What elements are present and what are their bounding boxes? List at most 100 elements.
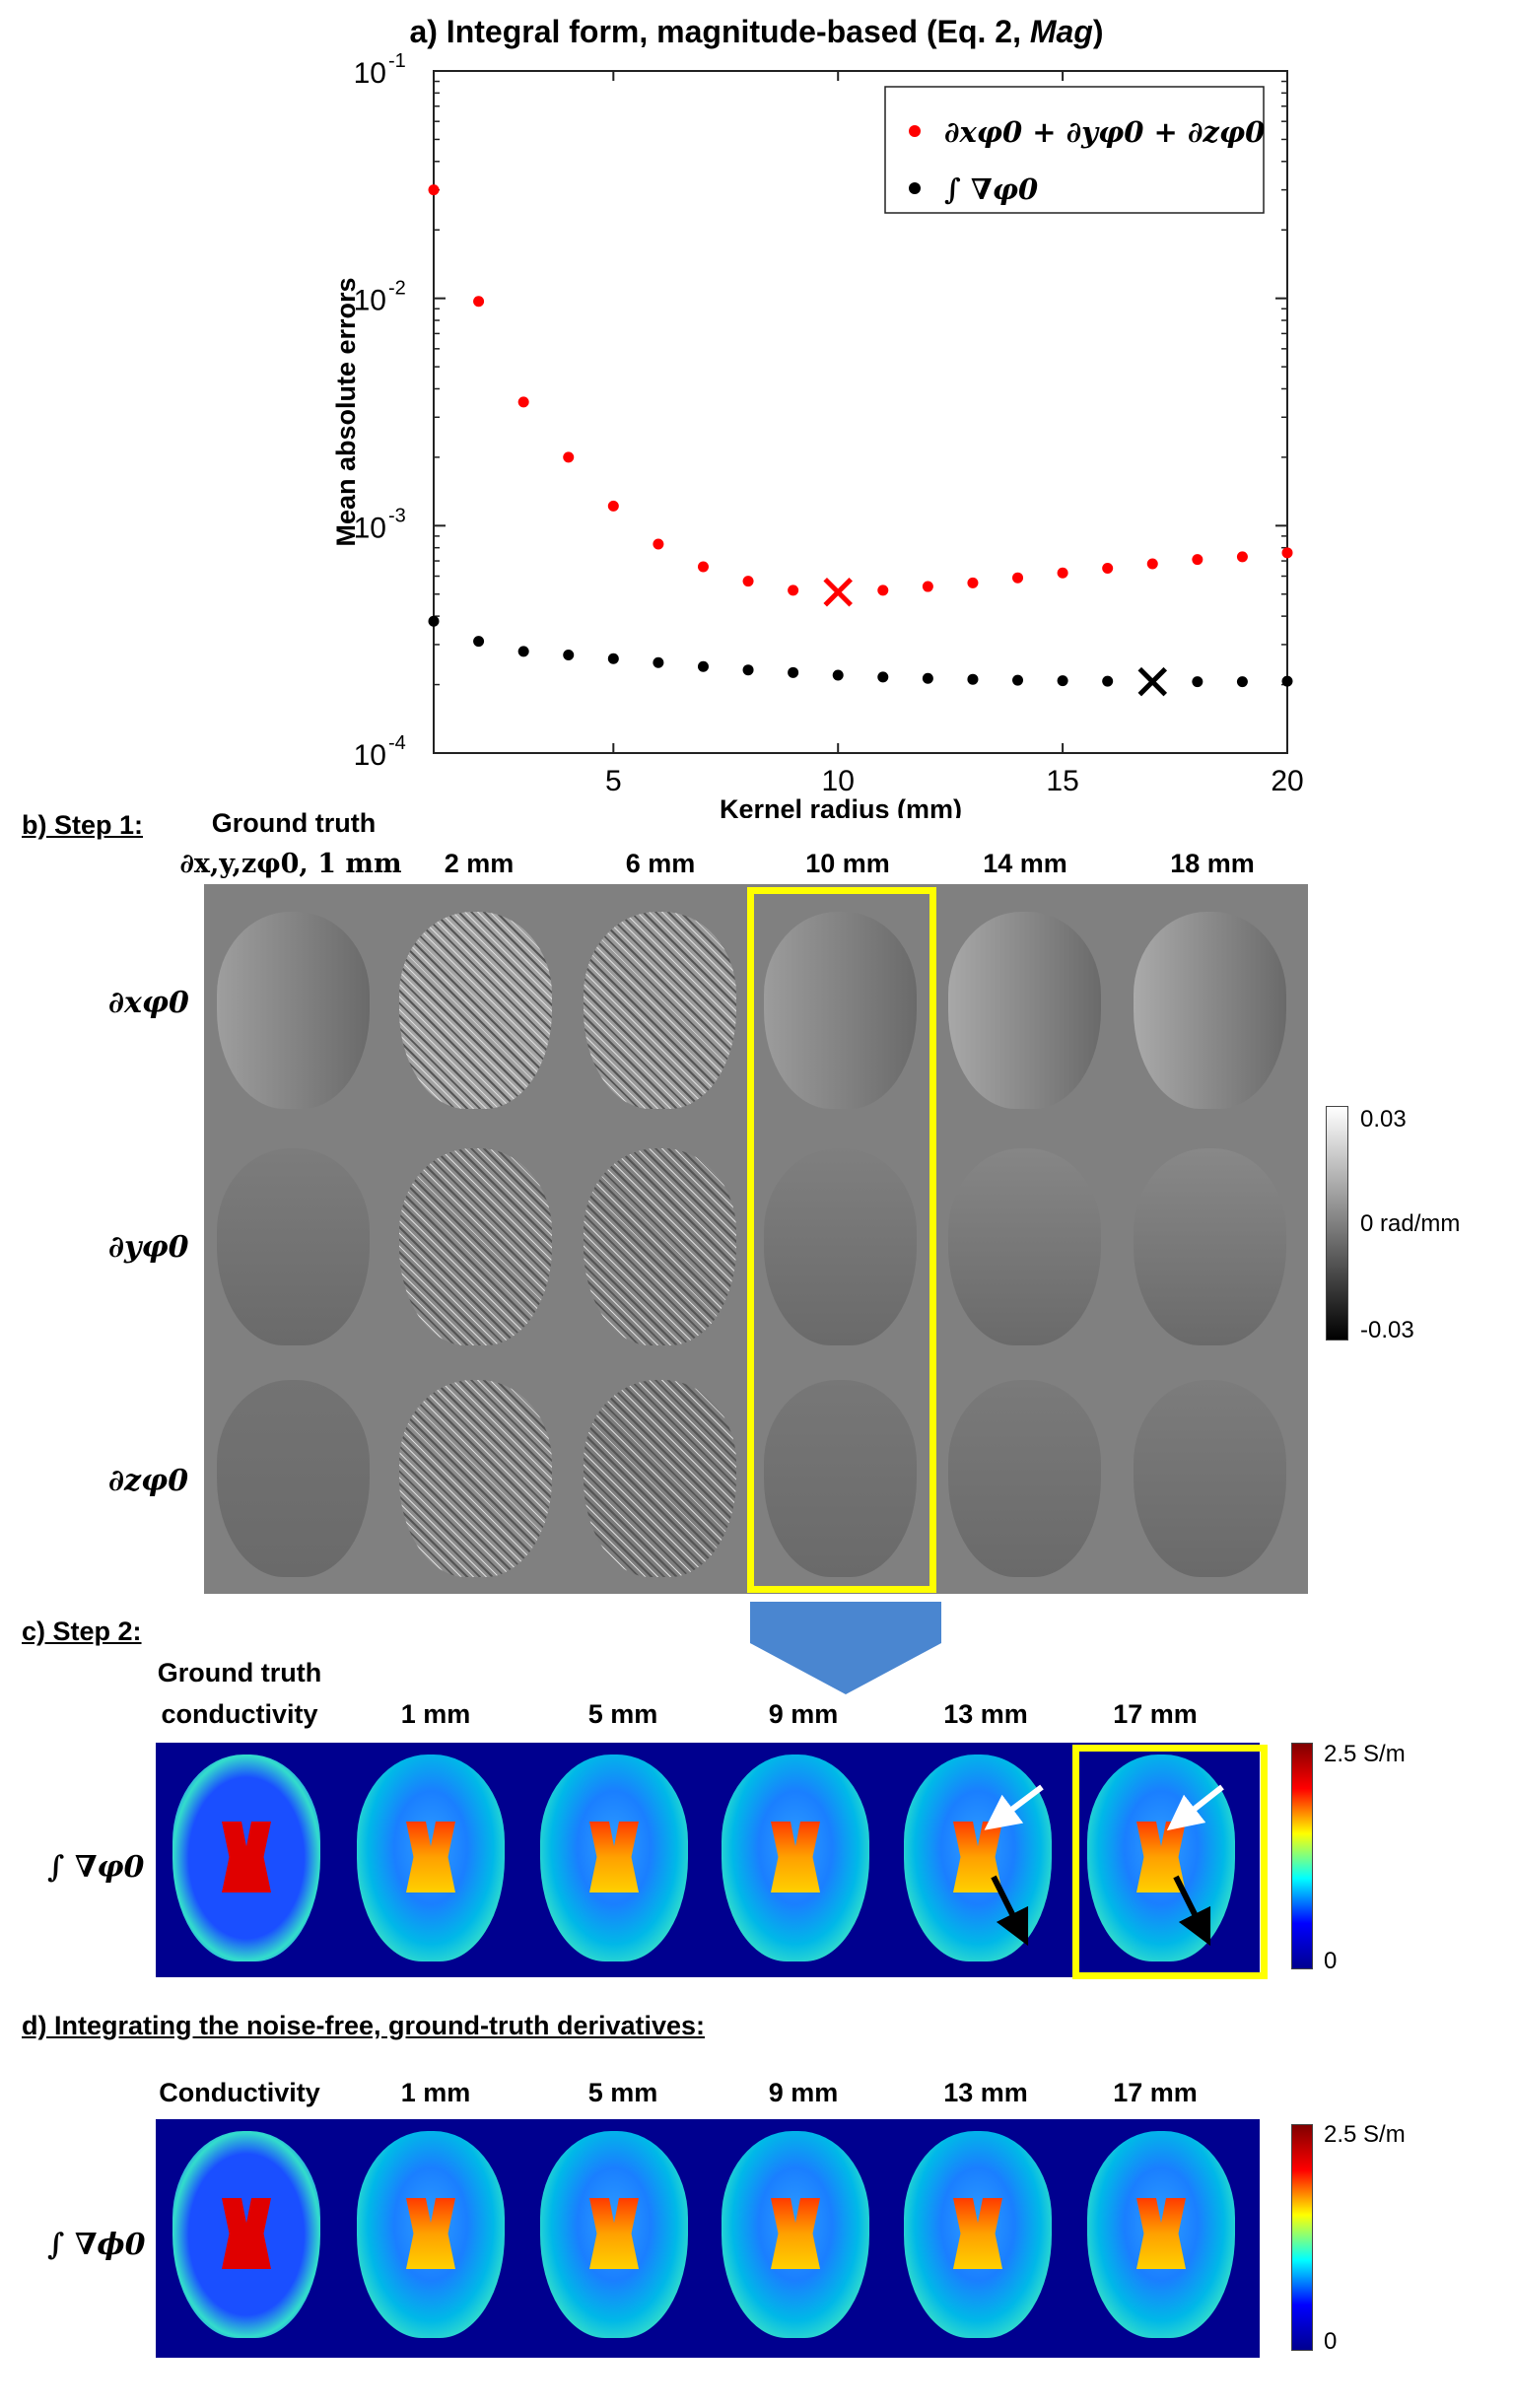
x-tick-label: 5 [605, 765, 622, 797]
data-point [967, 673, 979, 685]
data-point [653, 656, 664, 668]
derivative-map-image [764, 1380, 917, 1577]
row-label-dx: ∂xφ0 [108, 986, 189, 1020]
data-point [1012, 674, 1024, 686]
data-point [922, 581, 933, 592]
row-label-dy: ∂yφ0 [108, 1230, 189, 1265]
data-point [653, 538, 664, 550]
chart-title: a) Integral form, magnitude-based (Eq. 2… [409, 14, 1104, 49]
data-point [1102, 562, 1114, 574]
data-point [563, 451, 575, 463]
y-tick-label: 10 [354, 285, 386, 317]
derivative-map-image [217, 912, 370, 1109]
derivative-image-grid [204, 884, 1308, 1594]
data-point [428, 184, 440, 196]
data-point [563, 649, 575, 660]
col-label-d: 17 mm [1113, 2078, 1198, 2107]
derivative-map-image [584, 912, 736, 1109]
highlight-box-10mm [747, 887, 936, 1593]
x-axis-label: Kernel radius (mm) [720, 794, 962, 818]
y-tick-label: 10 [354, 739, 386, 772]
legend-label: ∂xφ0 + ∂yφ0 + ∂zφ0 [944, 115, 1265, 149]
data-point [1281, 547, 1293, 559]
col-label-c: 1 mm [400, 1699, 471, 1729]
col-label-c-gt2: conductivity [161, 1699, 318, 1729]
data-point [1012, 572, 1024, 584]
colorbar-gray [1326, 1106, 1348, 1341]
colorbar-c-min: 0 [1324, 1948, 1338, 1974]
col-label-d: 13 mm [943, 2078, 1028, 2107]
col-label-d: 9 mm [768, 2078, 839, 2107]
legend-box [884, 86, 1265, 214]
data-point [473, 296, 485, 308]
data-point [742, 576, 754, 587]
data-point [1192, 554, 1204, 566]
data-point [697, 561, 709, 573]
data-point [607, 500, 619, 512]
data-point [832, 669, 844, 681]
derivative-map-image [948, 1380, 1101, 1577]
col-label-ground-truth: Ground truth [211, 808, 377, 838]
colorbar-d-min: 0 [1324, 2328, 1338, 2355]
data-point [1102, 675, 1114, 687]
data-point [1236, 676, 1248, 688]
y-tick-exponent: -1 [388, 50, 406, 72]
colorbar-gray-min: -0.03 [1360, 1317, 1414, 1343]
derivative-map-image [399, 912, 552, 1109]
colorbar-gray-mid: 0 rad/mm [1360, 1210, 1461, 1237]
colorbar-d-max: 2.5 S/m [1324, 2121, 1406, 2148]
row-label-d: ∫ ∇ϕ0 [47, 2228, 146, 2262]
derivative-map-image [399, 1380, 552, 1577]
col-label-d: 5 mm [587, 2078, 658, 2107]
derivative-map-image [399, 1148, 552, 1345]
data-point [742, 664, 754, 676]
down-arrow-icon [750, 1602, 941, 1694]
y-tick-exponent: -3 [388, 505, 406, 526]
data-point [517, 396, 529, 408]
panel-b-heading: b) Step 1: [22, 810, 144, 840]
panel-d-heading: d) Integrating the noise-free, ground-tr… [22, 2011, 706, 2040]
y-tick-label: 10 [354, 57, 386, 90]
data-point [1057, 675, 1068, 687]
data-point [1192, 676, 1204, 688]
derivative-map-image [764, 1148, 917, 1345]
data-point [607, 653, 619, 664]
data-point [877, 671, 889, 683]
col-label-b: 14 mm [983, 849, 1067, 878]
col-label-b: 6 mm [625, 849, 696, 878]
derivative-map-image [584, 1380, 736, 1577]
legend-marker [909, 182, 921, 194]
row-label-c: ∫ ∇φ0 [47, 1850, 145, 1885]
data-point [788, 585, 799, 596]
colorbar-jet-c [1291, 1743, 1313, 1969]
row-label-dz: ∂zφ0 [108, 1464, 189, 1498]
data-point [788, 666, 799, 678]
derivative-map-image [1134, 1380, 1286, 1577]
col-label-d: 1 mm [400, 2078, 471, 2107]
colorbar-jet-d [1291, 2124, 1313, 2351]
col-label-ground-truth-deriv: ∂x,y,zφ0, 1 mm [179, 849, 402, 879]
data-point [473, 636, 485, 648]
colorbar-c-max: 2.5 S/m [1324, 1741, 1406, 1767]
data-point [1146, 558, 1158, 570]
panel-c-heading: c) Step 2: [22, 1617, 142, 1646]
data-point [877, 585, 889, 596]
x-tick-label: 10 [822, 765, 855, 797]
derivative-map-image [948, 912, 1101, 1109]
derivative-map-image [217, 1380, 370, 1577]
derivative-map-image [948, 1148, 1101, 1345]
y-axis-label: Mean absolute errors [331, 277, 361, 546]
legend-marker [909, 125, 921, 137]
col-label-c: 9 mm [768, 1699, 839, 1729]
data-point [1281, 675, 1293, 687]
data-point [517, 646, 529, 657]
conductivity-image-strip-d [156, 2119, 1260, 2358]
highlight-box-17mm [1072, 1745, 1268, 1979]
min-marker [1137, 666, 1168, 697]
col-label-b: 10 mm [805, 849, 890, 878]
data-point [967, 577, 979, 588]
x-tick-label: 15 [1046, 765, 1078, 797]
y-tick-exponent: -2 [388, 278, 406, 300]
col-label-b: 2 mm [444, 849, 515, 878]
